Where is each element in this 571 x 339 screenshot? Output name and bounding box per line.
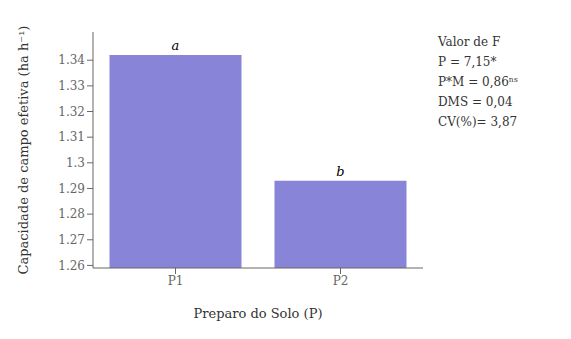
html-text:P = 7,15*: P = 7,15* <box>438 55 497 69</box>
svg-text:1.28: 1.28 <box>58 207 85 221</box>
svg-text:1.34: 1.34 <box>58 53 85 67</box>
svg-text:1.3: 1.3 <box>66 156 85 170</box>
html-text:DMS = 0,04: DMS = 0,04 <box>438 95 513 109</box>
svg-text:Capacidade de campo efetiva (h: Capacidade de campo efetiva (ha h⁻¹) <box>16 26 31 275</box>
svg-text:P2: P2 <box>333 274 349 288</box>
svg-text:1.33: 1.33 <box>58 79 85 93</box>
html-text:CV(%)= 3,87: CV(%)= 3,87 <box>438 115 518 129</box>
svg-text:1.29: 1.29 <box>58 182 85 196</box>
svg-text:1.27: 1.27 <box>58 233 85 247</box>
svg-text:Preparo do Solo (P): Preparo do Solo (P) <box>194 306 323 321</box>
svg-text:b: b <box>336 164 344 179</box>
svg-text:1.32: 1.32 <box>58 105 85 119</box>
svg-text:P1: P1 <box>168 274 184 288</box>
svg-text:1.31: 1.31 <box>58 130 85 144</box>
html-text:P*M = 0,86ⁿˢ: P*M = 0,86ⁿˢ <box>438 75 518 89</box>
html-text:Valor de F: Valor de F <box>438 35 501 49</box>
svg-text:1.26: 1.26 <box>58 259 85 273</box>
svg-text:a: a <box>172 38 180 53</box>
